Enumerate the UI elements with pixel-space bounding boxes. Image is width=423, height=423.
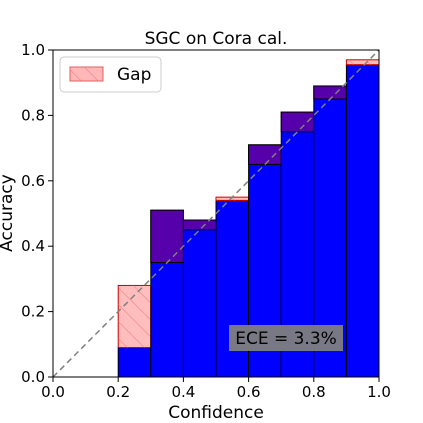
accuracy-bar-2 <box>117 347 152 378</box>
y-tick-label: 0.6 <box>21 172 45 190</box>
gap-bar-8 <box>313 85 347 100</box>
ece-annotation-box <box>229 325 343 351</box>
legend-gap-label: Gap <box>117 65 151 85</box>
x-tick-label: 0.0 <box>41 383 65 401</box>
gap-bar-6 <box>248 144 282 165</box>
ece-annotation: ECE = 3.3% <box>229 325 343 351</box>
gap-hatch-5 <box>216 197 249 201</box>
y-axis-label: Accuracy <box>0 174 17 252</box>
legend-box <box>59 56 162 93</box>
gap-bar-3 <box>150 209 184 264</box>
legend-gap-swatch-hatch <box>70 67 103 81</box>
x-tick-label: 0.6 <box>237 383 261 401</box>
x-axis-ticks: 0.0 0.2 0.4 0.6 0.8 1.0 <box>41 377 391 401</box>
x-tick-label: 0.4 <box>171 383 195 401</box>
y-tick-label: 1.0 <box>21 41 45 59</box>
y-tick-label: 0.8 <box>21 106 45 124</box>
x-tick-label: 0.2 <box>106 383 130 401</box>
gap-bar-7 <box>280 111 315 133</box>
x-tick-label: 0.8 <box>302 383 326 401</box>
x-axis-label: Confidence <box>168 403 264 423</box>
accuracy-bar-9 <box>345 64 380 378</box>
y-tick-label: 0.4 <box>21 237 45 255</box>
accuracy-bar-4 <box>182 219 217 378</box>
ece-annotation-text: ECE = 3.3% <box>235 329 337 349</box>
y-axis-ticks: 0.0 0.2 0.4 0.6 0.8 1.0 <box>21 41 53 386</box>
gap-hatch-9 <box>346 59 379 65</box>
legend: Gap <box>59 56 162 93</box>
y-tick-label: 0.2 <box>21 303 45 321</box>
x-tick-label: 1.0 <box>367 383 391 401</box>
y-tick-label: 0.0 <box>21 368 45 386</box>
gap-bar-4 <box>182 219 217 231</box>
chart-title: SGC on Cora cal. <box>145 29 288 49</box>
plot-frame <box>52 49 380 378</box>
perfect-calibration-line <box>52 49 380 378</box>
